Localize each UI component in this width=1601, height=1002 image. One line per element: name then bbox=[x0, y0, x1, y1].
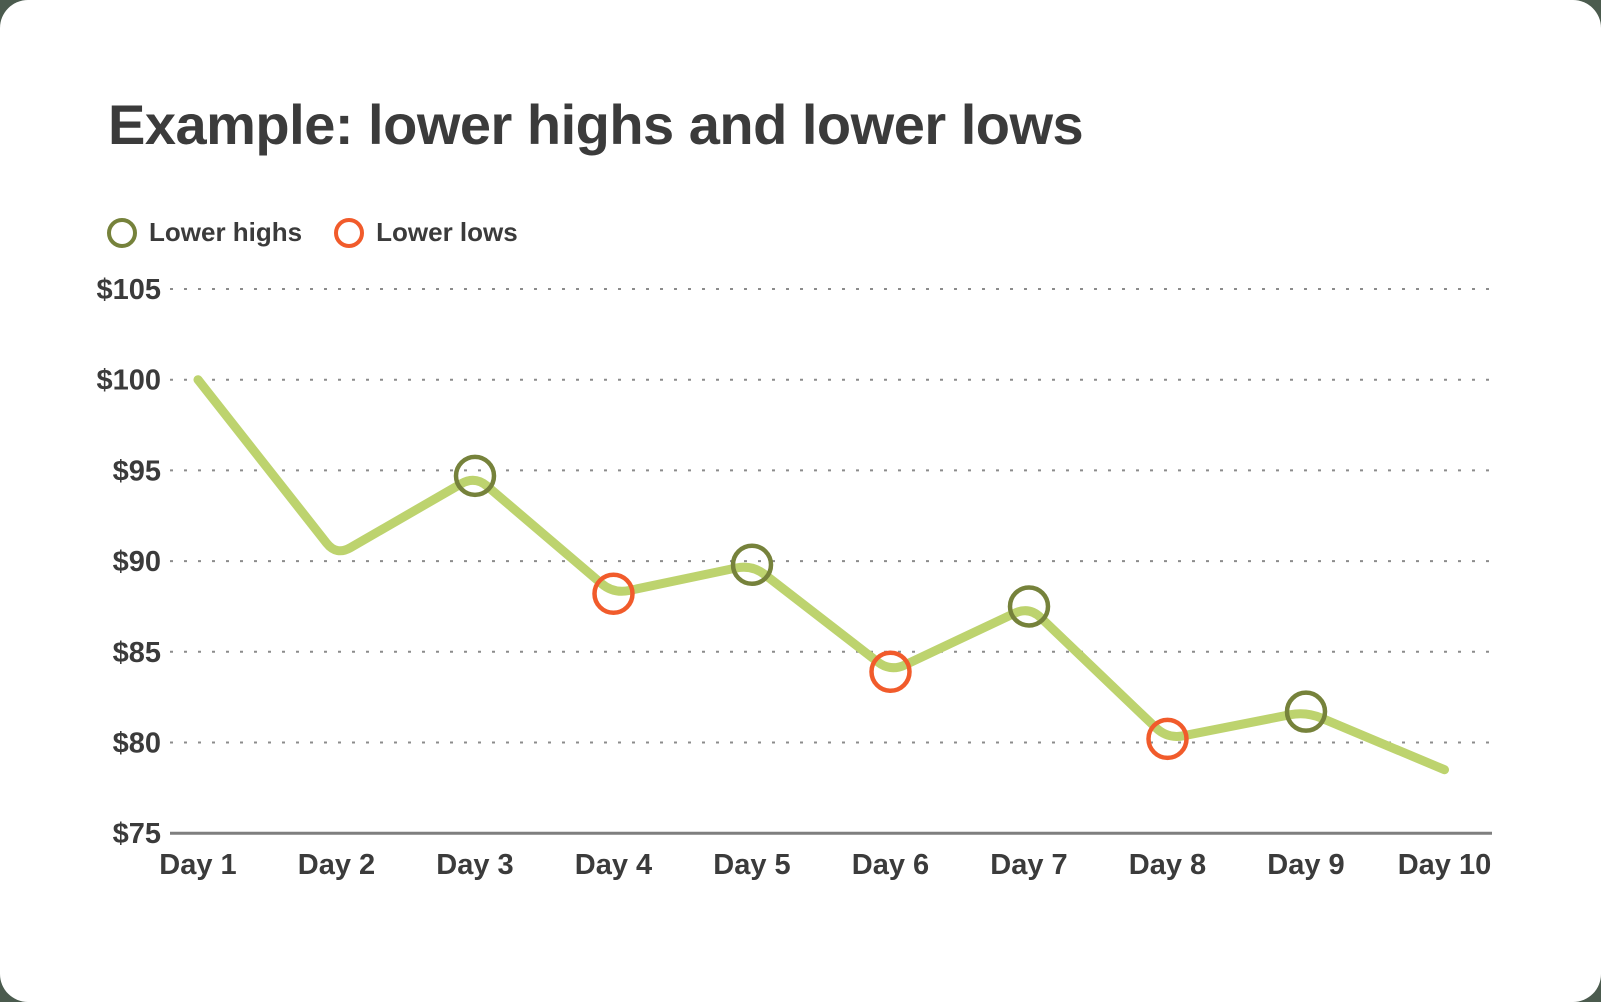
lower-high-ring bbox=[453, 454, 497, 498]
legend: Lower highs Lower lows bbox=[107, 217, 538, 248]
y-tick-label: $90 bbox=[113, 546, 161, 578]
lower-high-markers bbox=[453, 454, 1328, 733]
lower-high-ring bbox=[730, 543, 774, 586]
x-tick-label: Day 10 bbox=[1398, 849, 1492, 881]
y-tick-label: $95 bbox=[113, 455, 161, 487]
lower-low-ring bbox=[869, 650, 912, 694]
y-tick-label: $85 bbox=[113, 637, 161, 669]
lower-low-ring bbox=[592, 572, 635, 616]
lower-low-ring bbox=[1146, 717, 1189, 761]
lower-high-ring bbox=[1284, 690, 1328, 733]
price-line bbox=[193, 375, 1449, 775]
y-tick-label: $80 bbox=[113, 728, 161, 760]
y-tick-label: $100 bbox=[96, 365, 161, 397]
legend-item-lower-highs: Lower highs bbox=[107, 217, 302, 248]
lower-lows-ring-icon bbox=[334, 217, 365, 248]
x-tick-label: Day 4 bbox=[575, 849, 652, 881]
page-title: Example: lower highs and lower lows bbox=[108, 93, 1084, 156]
x-tick-label: Day 8 bbox=[1129, 849, 1206, 881]
legend-label-lower-lows: Lower lows bbox=[376, 217, 518, 247]
x-tick-label: Day 3 bbox=[436, 849, 513, 881]
x-tick-label: Day 6 bbox=[852, 849, 929, 881]
y-tick-label: $75 bbox=[113, 818, 161, 850]
legend-label-lower-highs: Lower highs bbox=[149, 217, 303, 247]
gridlines bbox=[170, 288, 1492, 835]
legend-item-lower-lows: Lower lows bbox=[334, 217, 518, 248]
x-axis-labels: Day 1 Day 2 Day 3 Day 4 Day 5 Day 6 Day 7 Day 8… bbox=[159, 849, 1491, 881]
lower-highs-ring-icon bbox=[107, 217, 137, 248]
lower-low-markers bbox=[592, 572, 1189, 761]
x-tick-label: Day 5 bbox=[713, 849, 790, 881]
y-tick-label: $105 bbox=[96, 274, 161, 306]
x-tick-label: Day 1 bbox=[159, 849, 236, 881]
lower-high-ring bbox=[1007, 585, 1051, 628]
y-axis-labels: $105 $100 $95 $90 $85 $80 $75 bbox=[96, 274, 161, 850]
x-tick-label: Day 2 bbox=[298, 849, 375, 881]
x-tick-label: Day 7 bbox=[990, 849, 1067, 881]
x-tick-label: Day 9 bbox=[1267, 849, 1344, 881]
